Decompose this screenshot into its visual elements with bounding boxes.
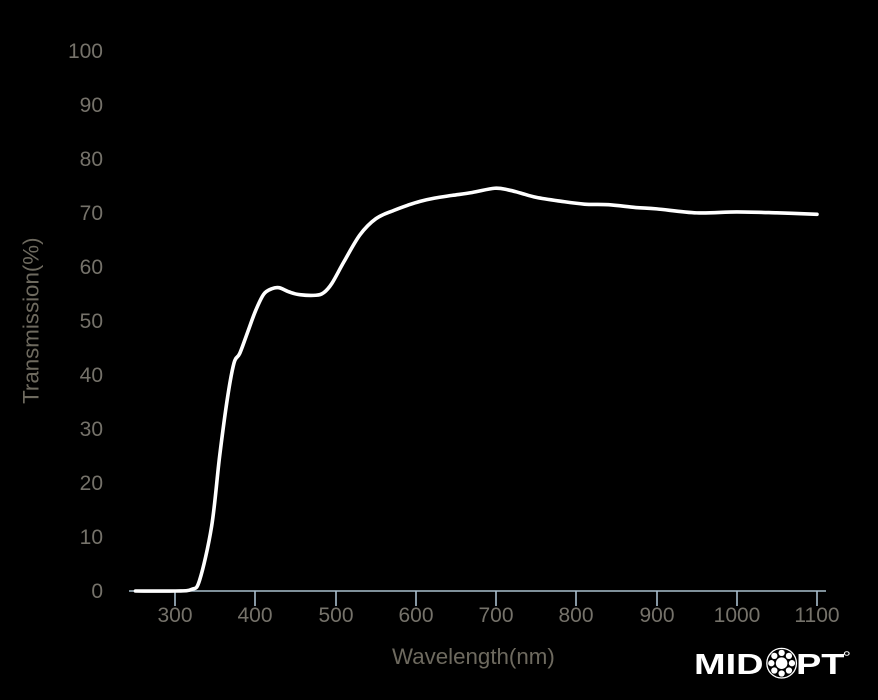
svg-text:20: 20	[80, 472, 103, 495]
svg-text:Transmission(%): Transmission(%)	[19, 237, 44, 403]
svg-text:600: 600	[398, 604, 433, 627]
svg-text:100: 100	[68, 40, 103, 63]
svg-text:MID: MID	[694, 648, 764, 681]
svg-text:Wavelength(nm): Wavelength(nm)	[392, 644, 555, 669]
svg-text:900: 900	[639, 604, 674, 627]
svg-text:400: 400	[237, 604, 272, 627]
svg-text:300: 300	[157, 604, 192, 627]
svg-text:0: 0	[91, 580, 103, 603]
svg-text:1000: 1000	[714, 604, 761, 627]
svg-text:PT: PT	[796, 648, 845, 681]
svg-text:40: 40	[80, 364, 103, 387]
svg-text:60: 60	[80, 256, 103, 279]
svg-text:70: 70	[80, 202, 103, 225]
svg-text:80: 80	[80, 148, 103, 171]
svg-text:30: 30	[80, 418, 103, 441]
svg-text:1100: 1100	[794, 604, 839, 627]
svg-text:50: 50	[80, 310, 103, 333]
svg-text:700: 700	[478, 604, 513, 627]
svg-text:500: 500	[318, 604, 353, 627]
svg-text:10: 10	[80, 526, 103, 549]
svg-text:90: 90	[80, 94, 103, 117]
svg-text:800: 800	[558, 604, 593, 627]
